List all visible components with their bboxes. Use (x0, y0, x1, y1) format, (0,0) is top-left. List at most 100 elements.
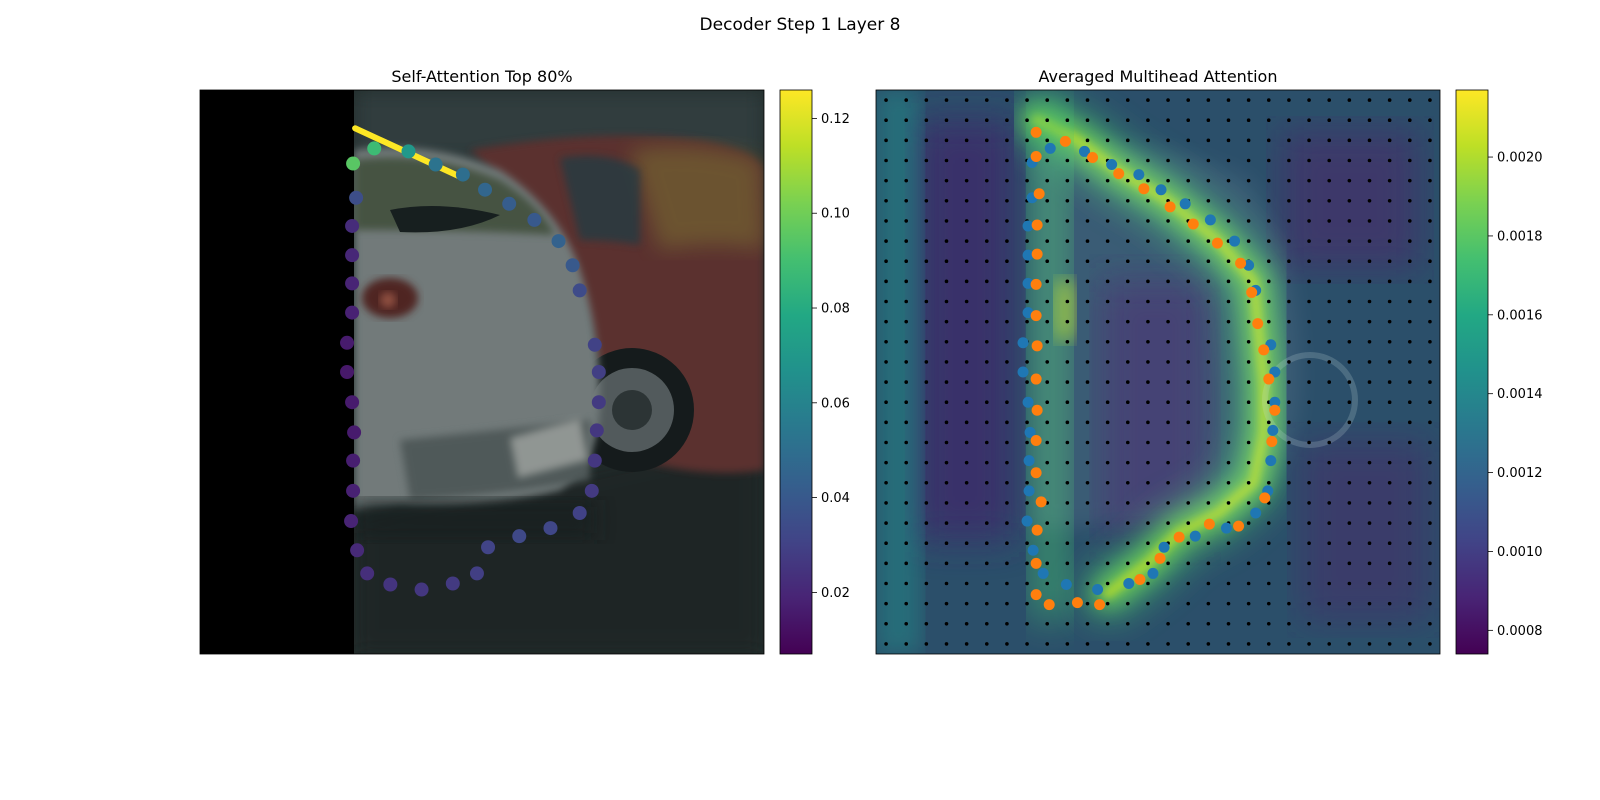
grid-dot (984, 138, 989, 143)
blue-point (1158, 541, 1170, 553)
grid-dot (1065, 501, 1070, 505)
grid-dot (1105, 219, 1110, 223)
grid-dot (964, 400, 969, 405)
grid-dot (1246, 299, 1251, 304)
grid-dot (944, 158, 949, 163)
colorbar-tick-label: 0.0020 (1497, 151, 1543, 166)
grid-dot (1327, 561, 1332, 566)
grid-dot (1206, 319, 1211, 324)
grid-dot (1146, 440, 1150, 445)
grid-dot (1186, 642, 1191, 646)
grid-dot (1005, 360, 1009, 364)
grid-dot (904, 118, 909, 123)
grid-dot (1428, 561, 1432, 566)
left-panel-title: Self-Attention Top 80% (391, 67, 572, 86)
grid-dot (1045, 541, 1050, 546)
grid-dot (1347, 601, 1352, 606)
grid-dot (944, 400, 949, 405)
grid-dot (924, 319, 929, 324)
grid-dot (984, 279, 989, 284)
grid-dot (1045, 339, 1050, 344)
blue-point (1106, 159, 1118, 171)
grid-dot (944, 239, 949, 243)
grid-dot (1327, 360, 1332, 364)
grid-dot (1246, 138, 1251, 143)
grid-dot (1146, 339, 1150, 344)
orange-point (1203, 518, 1215, 530)
grid-dot (1005, 601, 1009, 606)
grid-dot (1307, 198, 1311, 203)
grid-dot (1307, 480, 1311, 485)
grid-dot (1307, 601, 1311, 606)
grid-dot (1045, 561, 1050, 566)
grid-dot (1005, 521, 1009, 525)
grid-dot (984, 420, 989, 425)
grid-dot (1045, 259, 1050, 264)
grid-dot (1266, 118, 1271, 123)
grid-dot (984, 319, 989, 324)
grid-dot (944, 380, 949, 384)
grid-dot (964, 319, 969, 324)
grid-dot (1347, 521, 1352, 525)
grid-dot (1367, 642, 1372, 646)
grid-dot (1307, 420, 1311, 425)
orange-point (1173, 531, 1185, 543)
attention-point (551, 234, 566, 249)
grid-dot (1125, 339, 1130, 344)
grid-dot (1407, 561, 1412, 566)
grid-dot (964, 642, 969, 646)
grid-dot (1085, 279, 1090, 284)
grid-dot (1246, 360, 1251, 364)
grid-dot (1105, 299, 1110, 304)
orange-point (1113, 168, 1125, 180)
grid-dot (1105, 239, 1110, 243)
left-colorbar (779, 89, 813, 655)
attention-point (383, 577, 398, 592)
grid-dot (1186, 279, 1191, 284)
grid-dot (924, 138, 929, 143)
grid-dot (1166, 501, 1170, 505)
grid-dot (1045, 621, 1050, 626)
orange-point (1269, 404, 1281, 416)
grid-dot (1246, 440, 1251, 445)
grid-dot (1186, 138, 1191, 143)
grid-dot (1166, 339, 1170, 344)
grid-dot (1266, 521, 1271, 525)
grid-dot (1105, 420, 1110, 425)
grid-dot (904, 501, 909, 505)
attention-point (347, 425, 362, 440)
grid-dot (1105, 480, 1110, 485)
grid-dot (1005, 380, 1009, 384)
grid-dot (1428, 501, 1432, 505)
grid-dot (1246, 319, 1251, 324)
grid-dot (1146, 501, 1150, 505)
orange-point (1094, 599, 1106, 611)
grid-dot (1186, 380, 1191, 384)
grid-dot (904, 219, 909, 223)
grid-dot (1428, 521, 1432, 525)
grid-dot (1327, 279, 1332, 284)
grid-dot (1347, 98, 1352, 102)
grid-dot (1287, 380, 1291, 384)
colorbar-tick-label: 0.06 (821, 396, 850, 411)
grid-dot (1246, 279, 1251, 284)
grid-dot (924, 460, 929, 465)
grid-dot (1146, 279, 1150, 284)
grid-dot (1166, 138, 1170, 143)
grid-dot (1287, 480, 1291, 485)
grid-dot (1045, 138, 1050, 143)
grid-dot (1387, 541, 1392, 546)
grid-dot (1307, 380, 1311, 384)
grid-dot (1246, 400, 1251, 405)
colorbar-tick-label: 0.04 (821, 491, 850, 506)
grid-dot (1025, 440, 1029, 445)
grid-dot (1307, 561, 1311, 566)
grid-dot (1146, 198, 1150, 203)
grid-dot (984, 480, 989, 485)
right-panel-title: Averaged Multihead Attention (1039, 67, 1278, 86)
grid-dot (1085, 299, 1090, 304)
grid-dot (1005, 541, 1009, 546)
grid-dot (904, 480, 909, 485)
grid-dot (1407, 400, 1412, 405)
grid-dot (1428, 118, 1432, 123)
